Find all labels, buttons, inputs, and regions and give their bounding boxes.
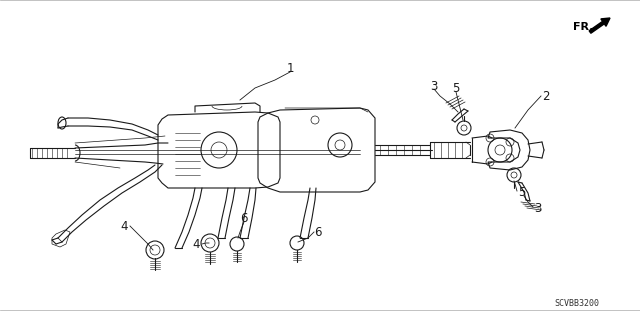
Text: 3: 3 [430,79,438,93]
Circle shape [230,237,244,251]
Text: 6: 6 [314,226,322,239]
Text: SCVBB3200: SCVBB3200 [554,300,599,308]
Circle shape [201,234,219,252]
FancyArrow shape [589,18,610,33]
Text: 1: 1 [286,62,294,75]
Text: 2: 2 [542,90,550,102]
Text: 6: 6 [240,211,248,225]
Text: 3: 3 [534,202,541,214]
Text: FR.: FR. [573,22,593,32]
Circle shape [146,241,164,259]
Circle shape [290,236,304,250]
Text: 4: 4 [192,238,200,250]
Text: 5: 5 [452,81,460,94]
Text: 4: 4 [120,219,128,233]
Text: 5: 5 [518,186,525,198]
